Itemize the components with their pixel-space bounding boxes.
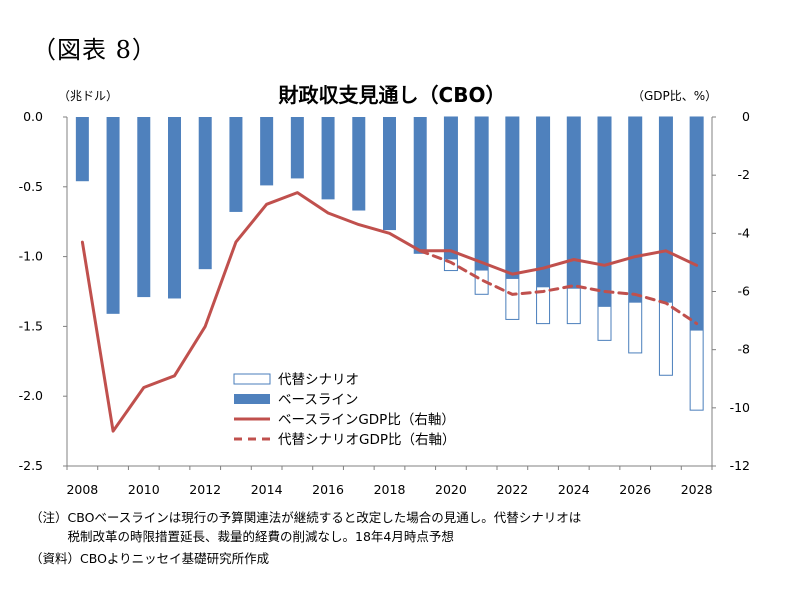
x-tick-label: 2020 <box>435 482 467 497</box>
x-tick-label: 2008 <box>66 482 98 497</box>
x-tick-label: 2028 <box>681 482 713 497</box>
bar-baseline <box>106 117 120 314</box>
x-tick-label: 2018 <box>374 482 406 497</box>
bar-baseline <box>628 117 642 303</box>
x-tick-label: 2014 <box>251 482 283 497</box>
right-tick-label: -6 <box>738 284 751 299</box>
left-tick-label: -1.0 <box>19 249 43 264</box>
bar-baseline <box>75 117 89 182</box>
bar-baseline <box>321 117 335 200</box>
right-axis-label: （GDP比、%） <box>632 89 717 103</box>
left-tick-label: -1.5 <box>19 318 43 333</box>
x-tick-label: 2022 <box>496 482 528 497</box>
source-note: （資料）CBOよりニッセイ基礎研究所作成 <box>30 551 270 566</box>
bar-baseline <box>137 117 151 298</box>
bar-baseline <box>260 117 274 186</box>
bar-baseline <box>198 117 212 270</box>
left-axis-label: （兆ドル） <box>58 89 118 103</box>
figure-label: （図表 8） <box>32 36 157 64</box>
right-tick-label: -10 <box>730 400 750 415</box>
left-tick-label: -2.5 <box>19 458 43 473</box>
bar-baseline <box>444 117 458 260</box>
x-tick-label: 2016 <box>312 482 344 497</box>
bar-baseline <box>413 117 427 254</box>
left-tick-label: -2.0 <box>19 388 43 403</box>
legend-swatch-baseline <box>234 394 270 404</box>
legend-label: ベースライン <box>278 392 358 408</box>
bar-baseline <box>352 117 366 211</box>
x-tick-label: 2012 <box>189 482 221 497</box>
note-line-1: （注）CBOベースラインは現行の予算関連法が継続すると改定した場合の見通し。代替… <box>30 510 582 525</box>
chart-title: 財政収支見通し（CBO） <box>279 83 506 107</box>
bar-baseline <box>229 117 243 212</box>
right-tick-label: 0 <box>742 109 750 124</box>
bar-baseline <box>383 117 396 231</box>
x-tick-label: 2024 <box>558 482 590 497</box>
bar-baseline <box>536 117 550 288</box>
bar-baseline <box>690 117 704 331</box>
plot-area: 0.0 -0.5 -1.0 -1.5 -2.0 -2.5 0 -2 -4 -6 -8 -10 -12 20… <box>19 109 750 497</box>
legend-label: 代替シナリオGDP比（右軸） <box>278 432 456 448</box>
note-line-2: 税制改革の時限措置延長、裁量的経費の削減なし。18年4月時点予想 <box>30 529 454 544</box>
bar-baseline <box>659 117 673 303</box>
right-tick-label: -12 <box>730 458 750 473</box>
bar-baseline <box>598 117 611 307</box>
left-tick-label: -0.5 <box>19 179 43 194</box>
legend-swatch-alternative <box>233 373 271 385</box>
left-tick-label: 0.0 <box>23 109 43 124</box>
bar-baseline <box>475 117 489 271</box>
bar-baseline <box>505 117 519 279</box>
legend-label: 代替シナリオ <box>278 372 359 388</box>
bar-baseline <box>168 117 181 299</box>
bar-baseline <box>290 117 304 179</box>
line-alternative-gdp <box>418 249 699 325</box>
line-baseline-gdp <box>80 191 699 433</box>
legend-label: ベースラインGDP比（右軸） <box>278 412 455 428</box>
right-tick-label: -2 <box>738 167 750 182</box>
x-tick-label: 2026 <box>619 482 651 497</box>
right-tick-label: -8 <box>738 342 751 357</box>
right-tick-label: -4 <box>738 225 751 240</box>
x-tick-label: 2010 <box>128 482 160 497</box>
bar-baseline <box>567 117 581 289</box>
